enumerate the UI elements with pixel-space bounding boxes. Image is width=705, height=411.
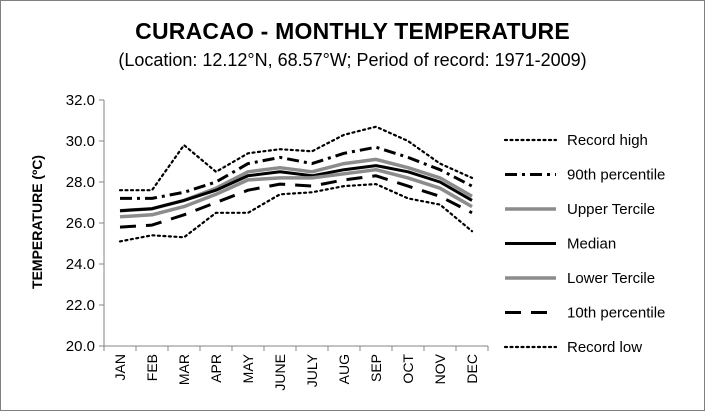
legend-label-record-high: Record high <box>567 132 648 149</box>
x-tick-label: APR <box>208 354 224 383</box>
y-tick-label: 32.0 <box>66 92 95 109</box>
legend-label-upper-tercile: Upper Tercile <box>567 201 655 218</box>
x-tick-label: JUNE <box>272 354 288 391</box>
legend-label-90th-percentile: 90th percentile <box>567 167 665 184</box>
y-tick-label: 26.0 <box>66 215 95 232</box>
series-line-record-high <box>118 125 474 192</box>
x-tick-label: OCT <box>400 354 416 384</box>
y-tick-label: 28.0 <box>66 174 95 191</box>
series-line-90th-percentile <box>120 145 473 200</box>
chart-title: CURACAO - MONTHLY TEMPERATURE <box>135 18 570 44</box>
x-tick-label: MAR <box>176 354 192 385</box>
y-tick-label: 20.0 <box>66 338 95 355</box>
legend-label-median: Median <box>567 236 616 253</box>
x-tick-label: FEB <box>144 354 160 381</box>
series-line-record-low <box>118 183 474 243</box>
x-tick-label: MAY <box>240 353 256 383</box>
x-tick-label: NOV <box>432 353 448 384</box>
x-tick-label: JULY <box>304 353 320 387</box>
legend-label-lower-tercile: Lower Tercile <box>567 270 655 287</box>
x-tick-label: AUG <box>336 354 352 384</box>
series-line-median <box>119 164 473 213</box>
y-tick-label: 24.0 <box>66 256 95 273</box>
x-tick-label: JAN <box>112 354 128 380</box>
x-tick-label: DEC <box>464 354 480 384</box>
x-tick-label: SEP <box>368 354 384 382</box>
legend-label-record-low: Record low <box>567 339 642 356</box>
y-tick-label: 30.0 <box>66 133 95 150</box>
chart-subtitle: (Location: 12.12°N, 68.57°W; Period of r… <box>118 50 587 70</box>
y-axis-label: TEMPERATURE (ºC) <box>29 155 45 289</box>
legend-label-10th-percentile: 10th percentile <box>567 305 665 322</box>
y-tick-label: 22.0 <box>66 297 95 314</box>
series-line-10th-percentile <box>119 174 473 229</box>
series-line-lower-tercile <box>119 167 473 219</box>
